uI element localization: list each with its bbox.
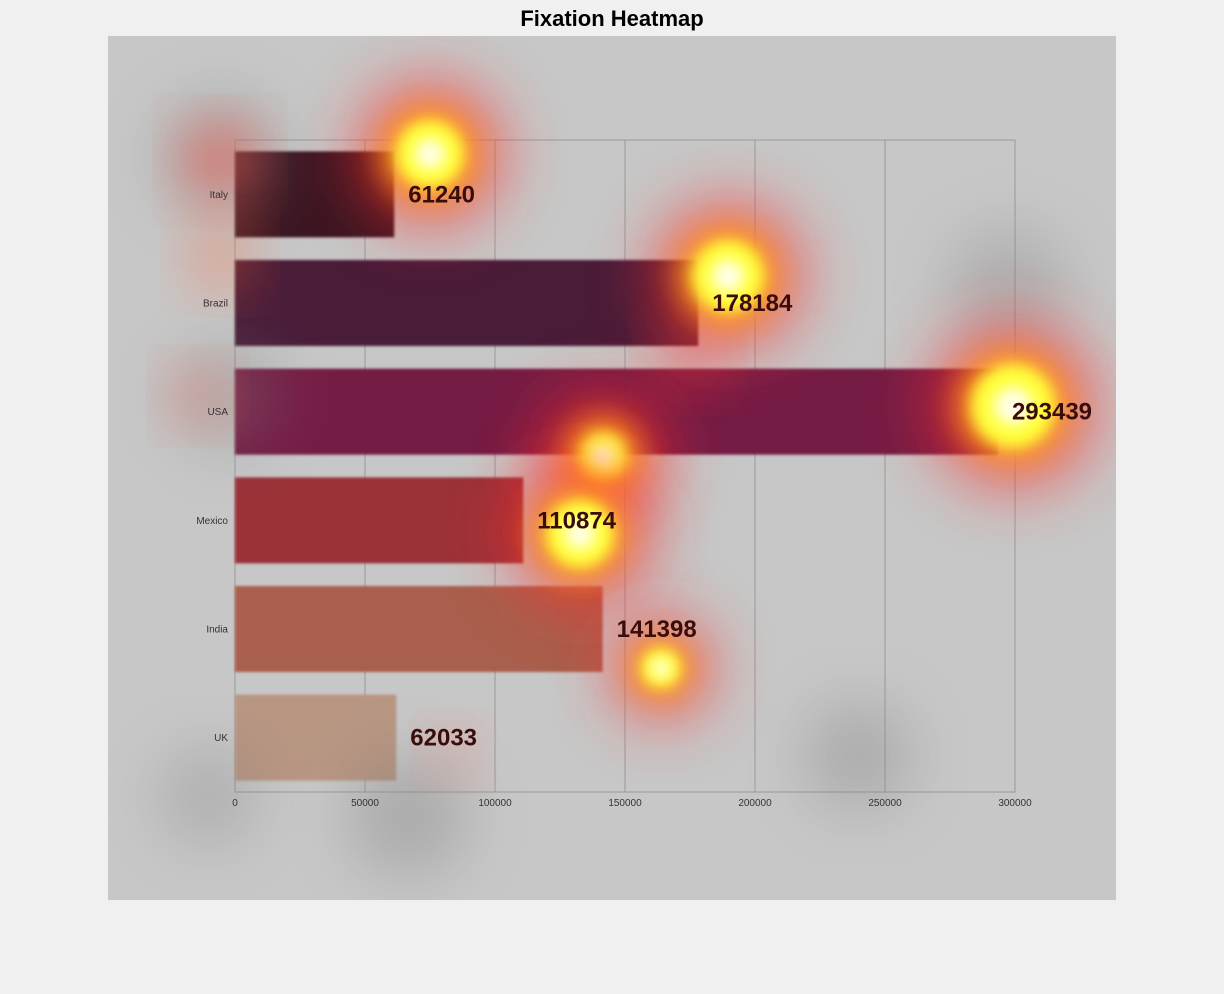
bar — [235, 477, 524, 564]
page-title: Fixation Heatmap — [520, 6, 704, 31]
category-label: Mexico — [196, 516, 228, 527]
category-label: Italy — [210, 190, 228, 201]
heat-faint-spot — [158, 746, 258, 846]
x-tick-label: 300000 — [998, 798, 1032, 809]
heat-faint-spot — [803, 701, 913, 811]
x-tick-label: 150000 — [608, 798, 642, 809]
bar — [235, 694, 397, 781]
heatmap-chart-area: 0 50000 100000 150000 200000 250000 300000 Ital… — [108, 36, 1116, 900]
bar-chart: 0 50000 100000 150000 200000 250000 300000 Ital… — [158, 76, 1101, 876]
heat-faint-spot — [190, 228, 250, 288]
heat-faint-spot — [173, 341, 283, 451]
category-label: UK — [214, 733, 228, 744]
x-tick-label: 0 — [232, 798, 238, 809]
x-tick-label: 50000 — [351, 798, 379, 809]
bar — [235, 586, 603, 672]
category-label: USA — [207, 407, 228, 418]
value-label: 141398 — [617, 616, 697, 643]
heat-blob-core — [564, 518, 596, 550]
x-tick-label: 100000 — [478, 798, 512, 809]
value-label: 62033 — [410, 725, 477, 752]
heat-faint-spot — [431, 729, 475, 773]
heat-blob-core — [994, 387, 1032, 425]
value-label: 61240 — [408, 181, 475, 208]
value-label: 293439 — [1012, 399, 1092, 426]
value-label: 110874 — [537, 507, 616, 534]
category-label: Brazil — [203, 299, 228, 310]
bars-layer — [235, 151, 998, 781]
heatmap-overlay — [172, 76, 1101, 773]
heat-faint-spot — [172, 370, 224, 422]
heat-blob-core — [711, 259, 745, 293]
x-tick-label: 200000 — [738, 798, 772, 809]
bar — [235, 260, 699, 346]
category-label: India — [206, 625, 228, 636]
heat-faint-spot — [948, 226, 1068, 346]
value-label: 178184 — [712, 290, 793, 317]
labels-layer: 0 50000 100000 150000 200000 250000 300000 Ital… — [196, 181, 1092, 809]
heat-blob-core — [652, 659, 670, 677]
heat-faint-spot — [348, 756, 468, 876]
heat-blob-core — [414, 138, 446, 170]
heat-faint-spot — [186, 127, 254, 195]
x-tick-label: 250000 — [868, 798, 902, 809]
